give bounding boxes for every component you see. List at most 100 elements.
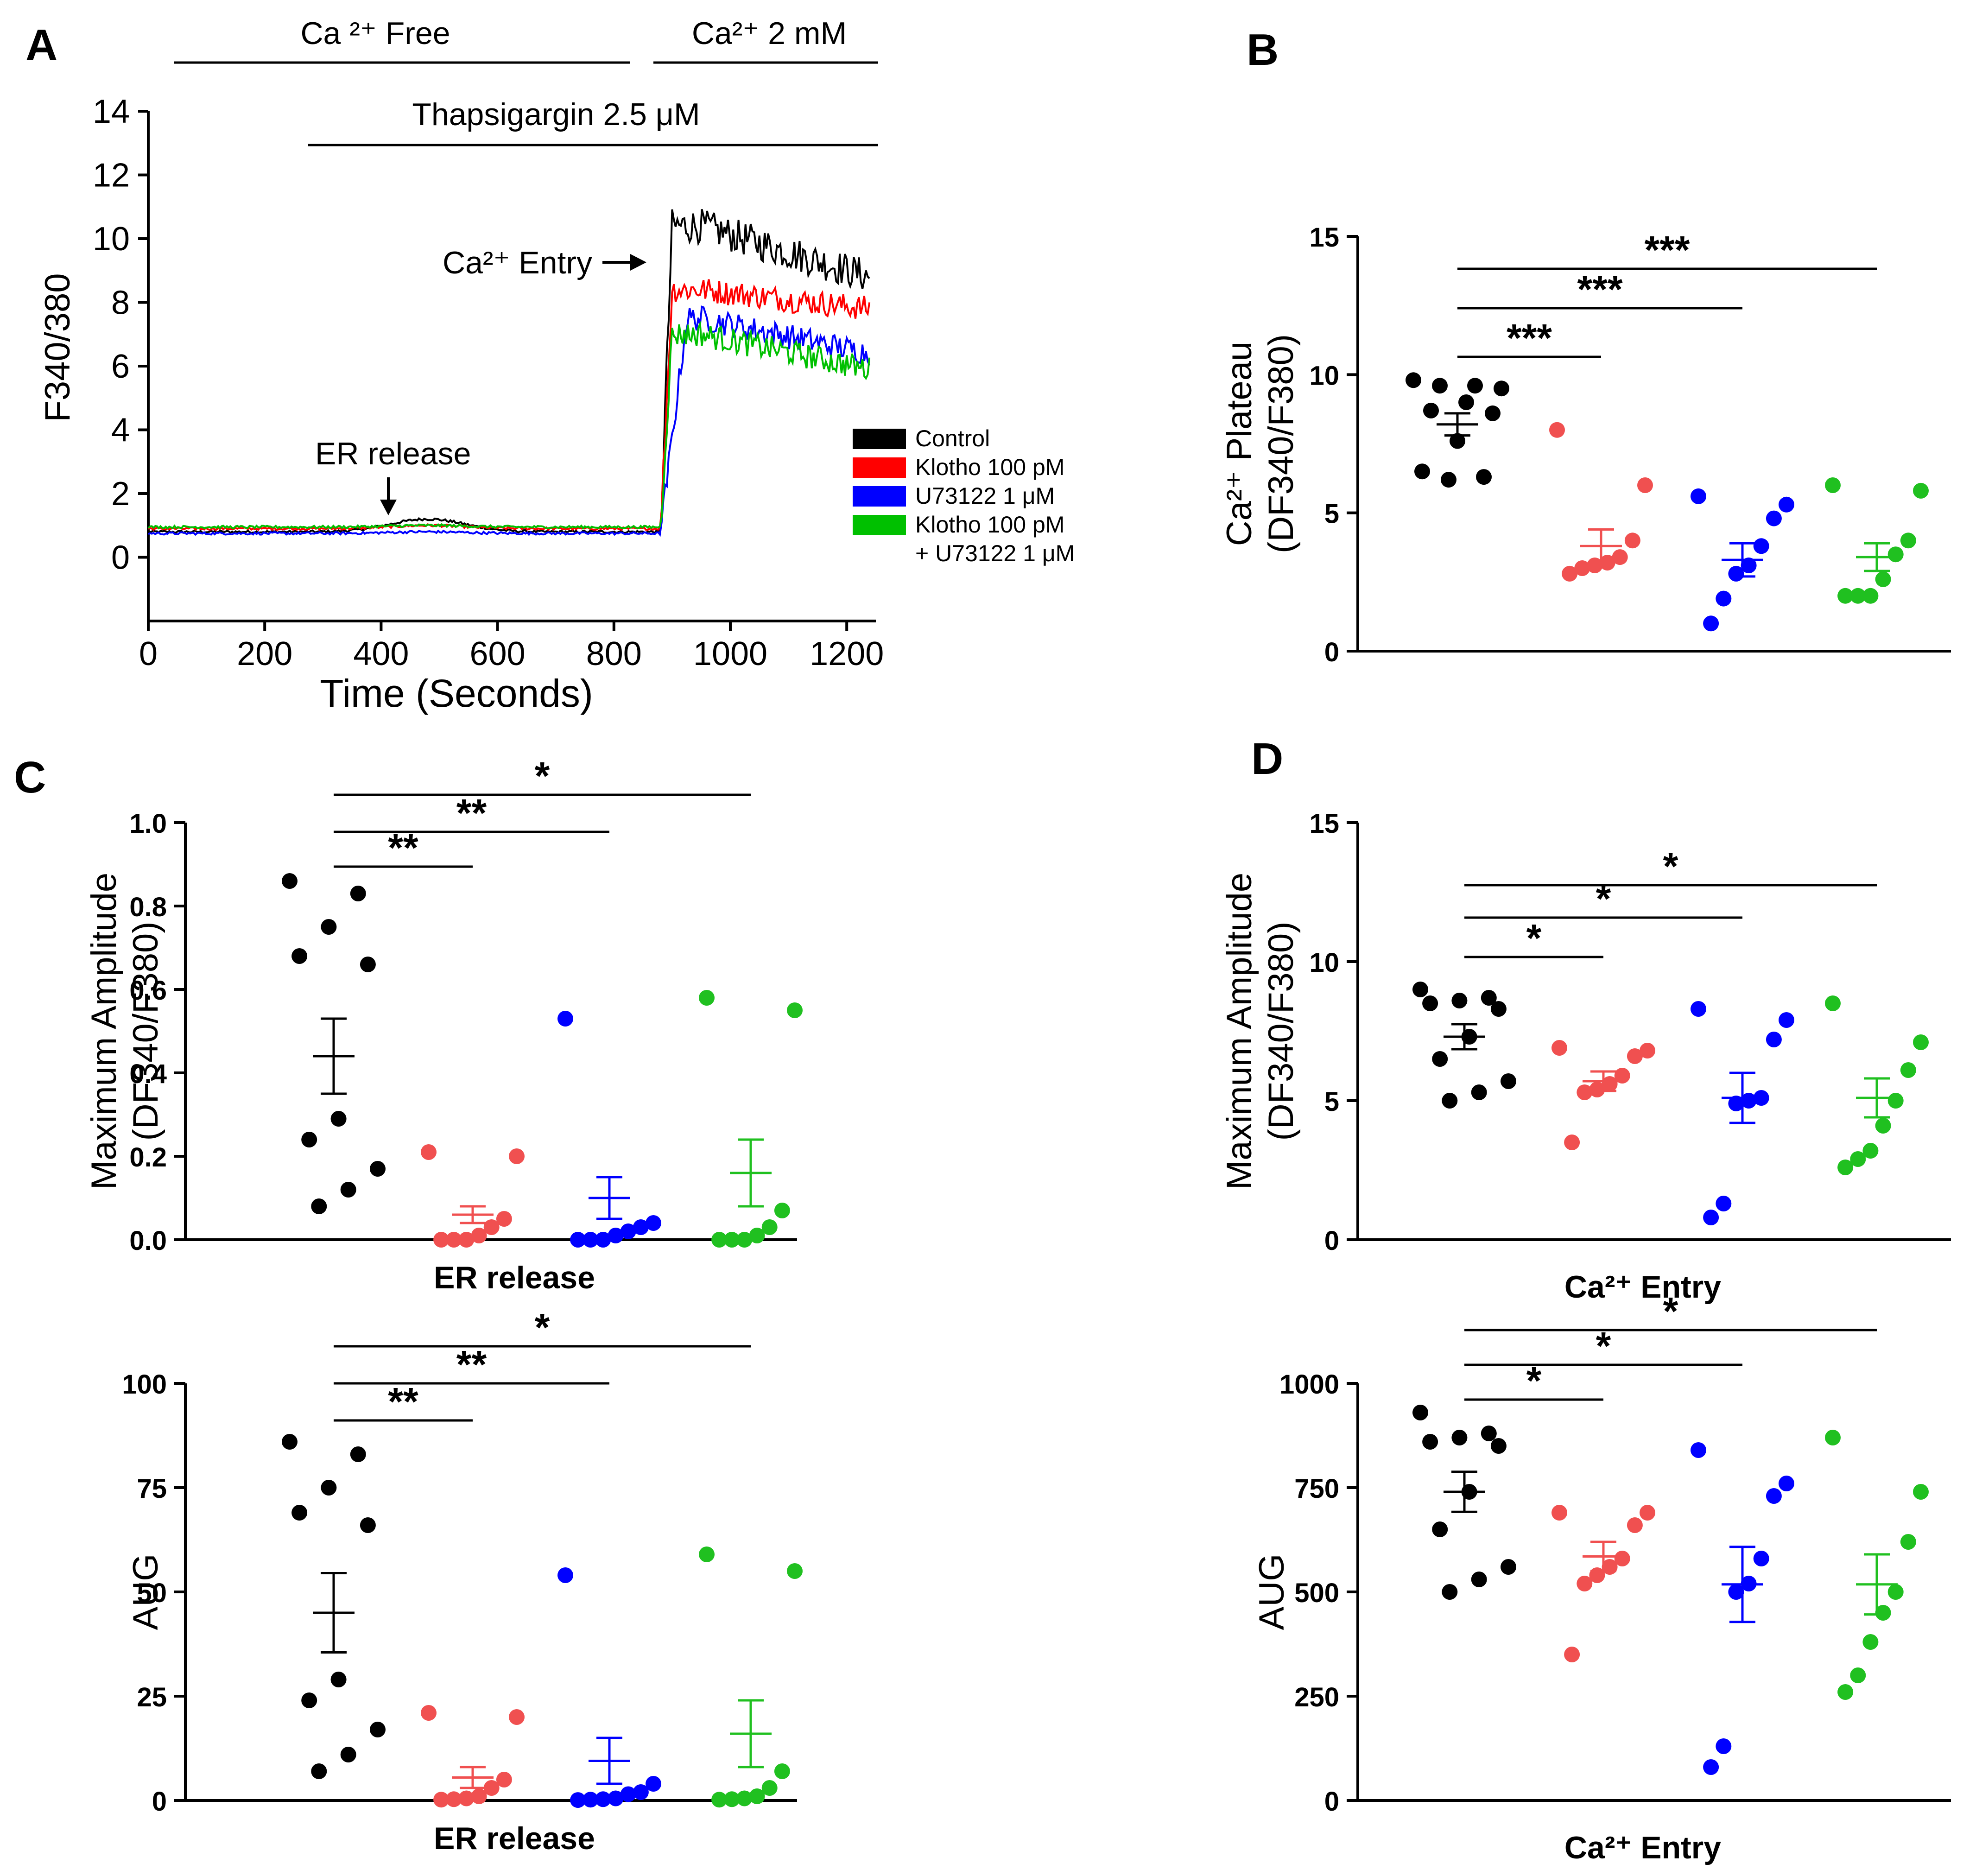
data-point [330, 1111, 347, 1127]
data-point [1551, 1505, 1567, 1521]
panel-a-trace-chart: 0 2 4 6 8 10 12 14 0 200 400 600 800 1000 1200 Time (Se… [38, 16, 1075, 715]
significance-label: ** [456, 791, 487, 835]
y-tick-label: 0.2 [129, 1142, 167, 1172]
data-point [1422, 1434, 1438, 1450]
er-release-arrow-head [380, 500, 397, 515]
significance-label: * [535, 754, 550, 798]
data-point [1825, 995, 1841, 1011]
y-tick-label: 1.0 [129, 809, 167, 839]
data-point [724, 1791, 740, 1807]
panel-c-amplitude-chart: 0.0 0.2 0.4 0.6 0.8 1.0 Maximum Amplitude (DF34… [84, 754, 803, 1295]
data-point [370, 1722, 386, 1737]
y-tick-label: 10 [1309, 361, 1339, 391]
data-point [360, 957, 376, 972]
data-point [1577, 1084, 1593, 1100]
data-point [570, 1232, 586, 1248]
data-point [570, 1792, 586, 1808]
data-point [1837, 588, 1854, 604]
data-point [1779, 496, 1794, 513]
significance-label: * [1663, 1289, 1678, 1333]
data-point [1691, 488, 1706, 504]
data-point [1887, 1093, 1904, 1109]
data-point [1485, 405, 1501, 421]
x-tick-label: 400 [353, 635, 409, 672]
data-point [496, 1211, 512, 1227]
significance-label: * [1663, 844, 1678, 888]
data-point [471, 1228, 487, 1243]
data-point [1501, 1073, 1516, 1089]
y-tick-label: 750 [1294, 1474, 1339, 1504]
legend-swatch-1 [853, 457, 906, 478]
data-point [1716, 1738, 1732, 1754]
data-point [595, 1232, 611, 1248]
data-point [1471, 1572, 1487, 1587]
data-point [370, 1161, 386, 1177]
data-point [311, 1198, 327, 1214]
data-point [421, 1144, 437, 1160]
y-tick-label: 5 [1324, 499, 1339, 529]
data-point [1779, 1012, 1794, 1028]
data-point [749, 1788, 765, 1804]
data-point [1612, 549, 1628, 565]
y-axis-title: F340/380 [38, 273, 77, 422]
data-point [1414, 463, 1430, 480]
data-point [774, 1203, 790, 1218]
y-axis-title-line2: (DF340/F380) [126, 921, 165, 1141]
data-point [1490, 1438, 1507, 1454]
data-point [1442, 1093, 1458, 1109]
trace-line-0 [148, 209, 870, 534]
x-tick-label: 600 [470, 635, 526, 672]
data-point [1458, 394, 1474, 410]
data-point [1900, 1534, 1916, 1550]
y-tick-label: 25 [137, 1682, 167, 1712]
data-point [1481, 1426, 1497, 1441]
significance-label: *** [1577, 267, 1622, 311]
x-tick-label: 200 [237, 635, 292, 672]
data-point [340, 1747, 356, 1762]
data-point [360, 1517, 376, 1533]
ca-entry-arrow-head [630, 254, 646, 271]
thapsigargin-label: Thapsigargin 2.5 μM [412, 97, 700, 132]
data-point [646, 1215, 661, 1231]
data-point [1564, 1647, 1580, 1662]
legend-swatch-3 [853, 515, 906, 535]
data-point [1741, 558, 1757, 573]
data-point [736, 1790, 753, 1806]
ca-entry-label: Ca²⁺ Entry [443, 245, 592, 280]
data-point [1432, 378, 1448, 394]
trace-line-1 [148, 279, 871, 532]
ca-2mm-label: Ca²⁺ 2 mM [692, 16, 847, 51]
y-tick-label: 250 [1294, 1682, 1339, 1712]
data-point [340, 1182, 356, 1198]
data-point [724, 1232, 740, 1248]
data-point [1490, 1001, 1507, 1017]
data-point [1412, 1405, 1428, 1420]
data-point [1494, 380, 1509, 397]
panel-label-c: C [14, 753, 46, 802]
y-tick-label: 10 [1309, 948, 1339, 978]
data-point [1564, 1134, 1580, 1150]
significance-label: ** [456, 1343, 487, 1386]
significance-label: ** [388, 826, 418, 869]
data-point [620, 1786, 636, 1802]
data-point [1837, 1160, 1854, 1175]
data-point [1640, 1043, 1655, 1058]
data-point [496, 1772, 512, 1787]
data-point [1913, 1484, 1929, 1500]
data-point [1481, 990, 1497, 1006]
data-point [1728, 1584, 1744, 1600]
y-tick-label: 6 [111, 348, 130, 385]
y-tick-label: 0.4 [129, 1059, 167, 1089]
data-point [1691, 1001, 1706, 1017]
data-point [557, 1567, 573, 1583]
data-point [1875, 571, 1891, 587]
significance-label: *** [1507, 316, 1552, 360]
y-axis-title-line2: (DF340/F380) [1261, 334, 1301, 553]
data-point [1850, 588, 1866, 604]
data-point [282, 1434, 298, 1450]
y-tick-label: 15 [1309, 809, 1339, 839]
data-point [1913, 482, 1929, 499]
data-point [761, 1780, 778, 1796]
y-axis-title-line2: (DF340/F380) [1261, 921, 1301, 1141]
data-point [1471, 1084, 1487, 1100]
